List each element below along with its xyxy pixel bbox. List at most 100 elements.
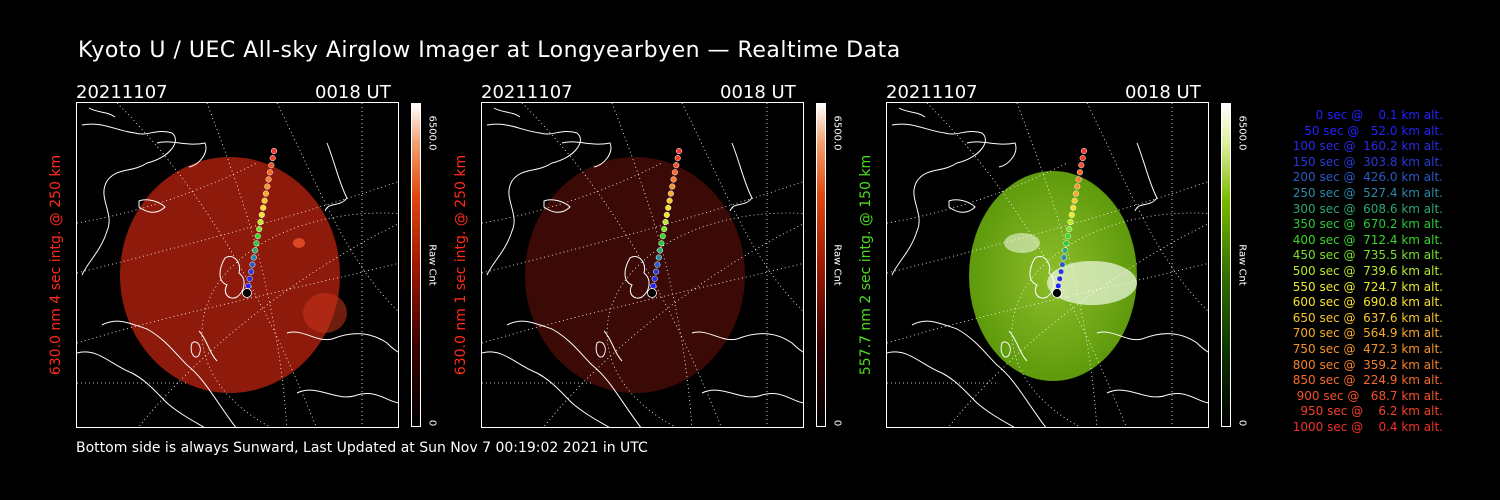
track-point (1059, 261, 1066, 268)
legend-row: 900 sec @ 68.7 km alt. (1292, 388, 1443, 403)
legend-row: 700 sec @ 564.9 km alt. (1288, 326, 1443, 341)
track-point (264, 183, 271, 190)
track-point (1062, 247, 1069, 254)
panel-1: 20211107 0018 UT 630.0 nm 4 sec intg. @ … (48, 80, 476, 440)
colorbar-max: 6500.0 (1236, 115, 1248, 151)
legend-row: 800 sec @ 359.2 km alt. (1288, 357, 1443, 372)
track-point (248, 268, 255, 275)
track-point (1066, 226, 1073, 233)
colorbar-min: 0 (831, 419, 843, 427)
track-point (671, 169, 678, 176)
track-point (266, 169, 273, 176)
colorbar (411, 103, 421, 427)
track-point (650, 282, 657, 289)
colorbar (816, 103, 826, 427)
track-point (673, 162, 680, 169)
track-point (1068, 211, 1075, 218)
track-point (674, 155, 681, 162)
allsky-image (886, 102, 1209, 428)
legend-row: 300 sec @ 608.6 km alt. (1288, 201, 1443, 216)
panel-time: 0018 UT (1125, 82, 1201, 103)
track-point (250, 254, 257, 261)
track-point (661, 226, 668, 233)
colorbar (1221, 103, 1231, 427)
track-point (1074, 183, 1081, 190)
track-point (657, 247, 664, 254)
page-title: Kyoto U / UEC All-sky Airglow Imager at … (78, 38, 901, 63)
legend-row: 200 sec @ 426.0 km alt. (1288, 170, 1443, 185)
colorbar-min: 0 (426, 419, 438, 427)
track-point (269, 155, 276, 162)
panel-side-label: 630.0 nm 4 sec intg. @ 250 km (48, 154, 64, 376)
track-point (667, 190, 674, 197)
track-point (654, 261, 661, 268)
track-point (1063, 240, 1070, 247)
track-point (663, 211, 670, 218)
observatory-marker (242, 288, 252, 298)
allsky-image (76, 102, 399, 428)
sky-disk (525, 157, 745, 393)
track-point (659, 233, 666, 240)
legend-row: 550 sec @ 724.7 km alt. (1288, 279, 1443, 294)
track-point (252, 247, 259, 254)
sky-disk (120, 157, 340, 393)
legend-row: 450 sec @ 735.5 km alt. (1288, 248, 1443, 263)
track-point (249, 261, 256, 268)
track-point (253, 240, 260, 247)
track-point (669, 183, 676, 190)
track-point (246, 275, 253, 282)
track-point (1058, 268, 1065, 275)
track-point (260, 204, 267, 211)
track-point (653, 268, 660, 275)
legend-row: 850 sec @ 224.9 km alt. (1288, 373, 1443, 388)
colorbar-unit: Raw Cnt (426, 244, 438, 286)
panel-2: 20211107 0018 UT 630.0 nm 1 sec intg. @ … (453, 80, 881, 440)
legend-row: 0 sec @ 0.1 km alt. (1304, 108, 1443, 122)
track-point (665, 204, 672, 211)
track-point (666, 197, 673, 204)
track-point (265, 176, 272, 183)
legend-row: 150 sec @ 303.8 km alt. (1288, 154, 1443, 169)
track-point (1076, 169, 1083, 176)
track-point (1064, 233, 1071, 240)
panel-time: 0018 UT (720, 82, 796, 103)
legend-row: 650 sec @ 637.6 km alt. (1288, 310, 1443, 325)
legend-row: 500 sec @ 739.6 km alt. (1288, 263, 1443, 278)
panel-date: 20211107 (886, 82, 978, 103)
track-point (254, 233, 261, 240)
track-point (1071, 197, 1078, 204)
track-point (258, 211, 265, 218)
track-point (268, 162, 275, 169)
track-point (261, 197, 268, 204)
panel-side-label: 557.7 nm 2 sec intg. @ 150 km (858, 154, 874, 376)
colorbar-max: 6500.0 (426, 115, 438, 151)
legend-row: 50 sec @ 52.0 km alt. (1296, 123, 1443, 138)
track-point (1075, 176, 1082, 183)
track-point (1060, 254, 1067, 261)
legend-row: 100 sec @ 160.2 km alt. (1288, 139, 1443, 154)
track-point (655, 254, 662, 261)
track-point (651, 275, 658, 282)
track-point (270, 147, 278, 155)
track-point (1055, 282, 1062, 289)
track-point (670, 176, 677, 183)
altitude-legend: 0 sec @ 0.1 km alt. 50 sec @ 52.0 km alt… (1262, 108, 1462, 435)
legend-row: 600 sec @ 690.8 km alt. (1288, 295, 1443, 310)
panel-time: 0018 UT (315, 82, 391, 103)
track-point (675, 147, 683, 155)
track-point (662, 218, 669, 226)
track-point (1070, 204, 1077, 211)
track-point (262, 190, 269, 197)
colorbar-max: 6500.0 (831, 115, 843, 151)
track-point (1078, 162, 1085, 169)
colorbar-unit: Raw Cnt (1236, 244, 1248, 286)
legend-row: 750 sec @ 472.3 km alt. (1288, 341, 1443, 356)
track-point (1072, 190, 1079, 197)
track-point (1080, 147, 1088, 155)
track-point (658, 240, 665, 247)
colorbar-unit: Raw Cnt (831, 244, 843, 286)
panel-3: 20211107 0018 UT 557.7 nm 2 sec intg. @ … (858, 80, 1286, 440)
legend-row: 350 sec @ 670.2 km alt. (1288, 217, 1443, 232)
track-point (1079, 155, 1086, 162)
panel-date: 20211107 (481, 82, 573, 103)
